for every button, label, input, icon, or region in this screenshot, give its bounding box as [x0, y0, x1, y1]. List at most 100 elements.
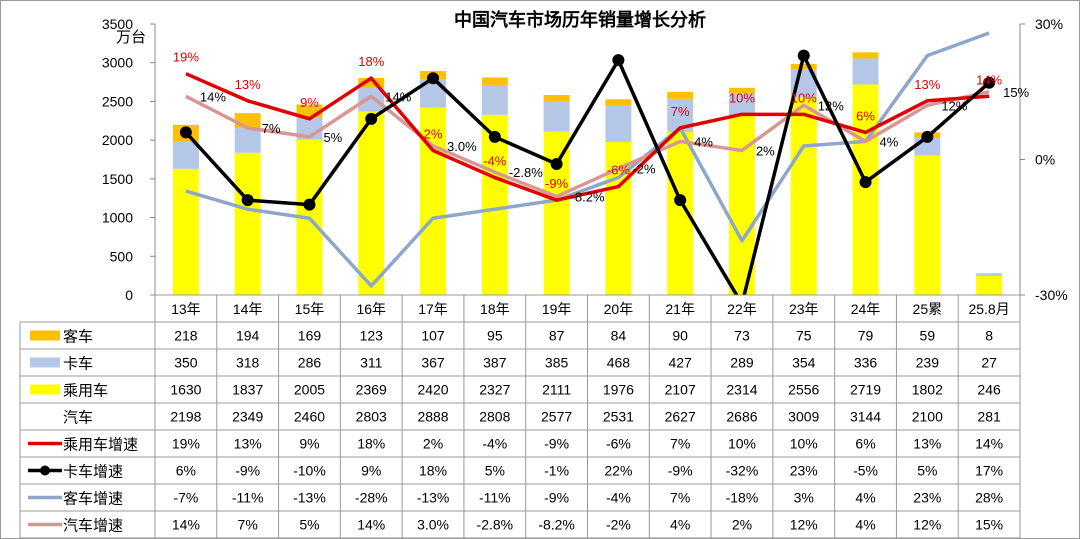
bar-客车-14年: [234, 113, 261, 129]
data-label-乘用车增速: -9%: [545, 176, 569, 191]
bar-客车-23年: [790, 63, 817, 70]
x-tick-label: 25累: [913, 301, 943, 317]
y-tick-label: 0: [125, 287, 133, 303]
table-cell: -4%: [606, 490, 631, 506]
table-cell: 1630: [170, 382, 201, 398]
table-cell: 2627: [665, 409, 696, 425]
marker-卡车增速-17年: [427, 72, 440, 85]
table-cell: 123: [360, 328, 384, 344]
table-cell: 9%: [299, 436, 319, 452]
data-label-汽车增速: -2.8%: [509, 165, 543, 180]
table-cell: 1976: [603, 382, 634, 398]
table-cell: -4%: [482, 436, 507, 452]
table-cell: 2%: [423, 436, 443, 452]
data-label-汽车增速: -8.2%: [571, 190, 605, 205]
table-cell: 27: [981, 355, 997, 371]
table-cell: 354: [792, 355, 816, 371]
bar-乘用车-16年: [358, 111, 385, 295]
marker-卡车增速-21年: [674, 194, 687, 207]
y-axis-unit-label: 万台: [116, 29, 146, 46]
data-label-乘用车增速: -4%: [483, 154, 507, 169]
table-cell: 15%: [975, 517, 1003, 533]
table-cell: 73: [734, 328, 750, 344]
table-row-label: 客车: [63, 329, 93, 346]
legend-swatch: [30, 330, 60, 341]
bar-卡车-25.8月: [976, 273, 1003, 276]
y-tick-label: 2500: [102, 93, 133, 109]
table-cell: 194: [236, 328, 260, 344]
table-cell: 1802: [912, 382, 943, 398]
table-cell: 336: [854, 355, 878, 371]
data-label-乘用车增速: 6%: [856, 108, 875, 123]
table-cell: 87: [549, 328, 565, 344]
table-cell: 107: [421, 328, 445, 344]
legend-swatch: [30, 357, 60, 368]
table-cell: 246: [977, 382, 1001, 398]
data-label-乘用车增速: 10%: [729, 90, 755, 105]
table-cell: 4%: [855, 490, 875, 506]
line-乘用车增速: [185, 72, 990, 202]
data-label-乘用车增速: 9%: [300, 95, 319, 110]
table-cell: -9%: [235, 463, 260, 479]
marker-卡车增速-14年: [241, 194, 254, 207]
y2-tick-label: 0%: [1035, 152, 1055, 168]
marker-卡车增速-20年: [612, 54, 625, 67]
table-cell: 14%: [975, 436, 1003, 452]
table-cell: 2460: [294, 409, 325, 425]
table-cell: 3%: [794, 490, 814, 506]
table-cell: 18%: [419, 463, 447, 479]
table-cell: 2111: [542, 382, 571, 398]
x-tick-label: 14年: [233, 301, 263, 317]
table-cell: -2.8%: [477, 517, 514, 533]
table-cell: -8.2%: [538, 517, 575, 533]
table-cell: 10%: [728, 436, 756, 452]
data-label-汽车增速: 14%: [385, 89, 411, 104]
table-cell: 18%: [357, 436, 385, 452]
table-cell: 90: [672, 328, 688, 344]
bar-客车-22年: [728, 87, 755, 94]
y-tick-label: 2000: [102, 132, 133, 148]
legend-swatch: [30, 384, 60, 395]
table-cell: -5%: [853, 463, 878, 479]
table-cell: -1%: [544, 463, 569, 479]
y2-tick-label: -30%: [1035, 287, 1068, 303]
data-label-乘用车增速: 13%: [235, 77, 261, 92]
table-cell: 2719: [850, 382, 881, 398]
table-cell: 6%: [855, 436, 875, 452]
marker-卡车增速-24年: [859, 176, 872, 189]
table-cell: 2808: [479, 409, 510, 425]
table-cell: 95: [487, 328, 503, 344]
bar-客车-19年: [543, 95, 570, 102]
table-cell: 6%: [176, 463, 196, 479]
bar-乘用车-18年: [481, 114, 508, 295]
table-row-label: 客车增速: [63, 491, 123, 508]
data-label-汽车增速: -2%: [632, 162, 656, 177]
bar-卡车-14年: [234, 128, 261, 153]
table-cell: 239: [916, 355, 940, 371]
table-cell: 289: [730, 355, 754, 371]
bar-卡车-20年: [605, 105, 632, 143]
table-cell: 2%: [732, 517, 752, 533]
table-cell: 2556: [788, 382, 819, 398]
marker-卡车增速-18年: [488, 130, 501, 143]
bar-客车-25.8月: [976, 273, 1003, 274]
x-tick-label: 19年: [542, 301, 572, 317]
table-cell: 2686: [726, 409, 757, 425]
marker-卡车增速-15年: [303, 198, 316, 211]
marker-卡车增速-19年: [550, 158, 563, 171]
table-cell: 2420: [417, 382, 448, 398]
line-卡车增速: [184, 53, 991, 295]
table-cell: 218: [174, 328, 198, 344]
bar-乘用车-24年: [852, 84, 879, 296]
data-label-汽车增速: 4%: [880, 134, 899, 149]
bar-卡车-19年: [543, 101, 570, 132]
data-label-汽车增速: 7%: [262, 121, 281, 136]
bar-乘用车-19年: [543, 131, 570, 295]
data-label-汽车增速: 5%: [323, 130, 342, 145]
table-cell: 5%: [299, 517, 319, 533]
x-tick-label: 22年: [727, 301, 757, 317]
data-label-乘用车增速: 19%: [173, 50, 199, 65]
table-cell: 2327: [479, 382, 510, 398]
table-cell: -7%: [173, 490, 198, 506]
table-cell: 2531: [603, 409, 634, 425]
